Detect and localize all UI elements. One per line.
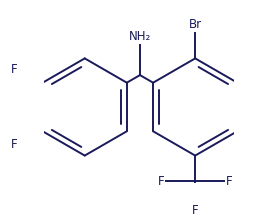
Text: F: F	[192, 204, 199, 216]
Text: F: F	[226, 175, 233, 188]
Text: Br: Br	[189, 18, 202, 31]
Text: F: F	[11, 138, 17, 151]
Text: F: F	[157, 175, 164, 188]
Text: NH₂: NH₂	[129, 30, 151, 43]
Text: F: F	[11, 63, 17, 76]
